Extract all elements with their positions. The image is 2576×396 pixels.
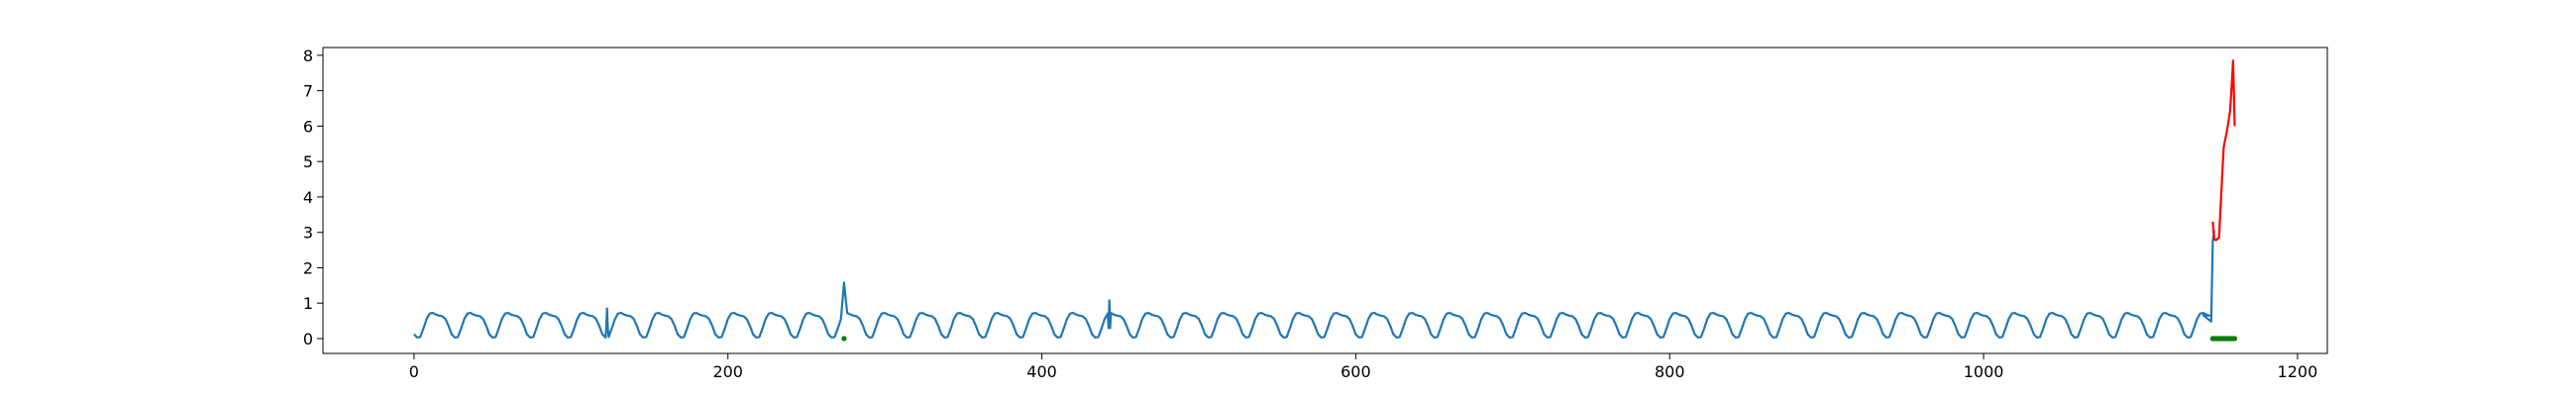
series-2-point-0 bbox=[841, 336, 847, 342]
x-tick-label-600: 600 bbox=[1341, 362, 1371, 381]
y-tick-label-6: 6 bbox=[303, 117, 313, 136]
axes: 0 200 400 600 800 1000 1200 0 1 2 3 4 5 6 7 8 bbox=[303, 47, 2328, 381]
series-1-line bbox=[2211, 59, 2236, 242]
x-tick-label-1200: 1200 bbox=[2278, 362, 2318, 381]
series-0-line bbox=[413, 230, 2215, 339]
series-group bbox=[413, 59, 2238, 342]
y-tick-label-7: 7 bbox=[303, 82, 313, 101]
axes-frame bbox=[322, 47, 2328, 354]
plot-area bbox=[413, 59, 2238, 342]
y-tick-label-4: 4 bbox=[303, 188, 313, 207]
x-tick-label-400: 400 bbox=[1026, 362, 1057, 381]
y-tick-label-0: 0 bbox=[303, 330, 313, 348]
x-tick-label-0: 0 bbox=[409, 362, 419, 381]
x-tick-label-1000: 1000 bbox=[1964, 362, 2004, 381]
y-tick-label-5: 5 bbox=[303, 152, 313, 171]
x-tick-label-800: 800 bbox=[1655, 362, 1685, 381]
y-tick-label-1: 1 bbox=[303, 294, 313, 313]
x-tick-label-200: 200 bbox=[712, 362, 743, 381]
series-2-point-15 bbox=[2231, 336, 2238, 342]
y-tick-label-8: 8 bbox=[303, 47, 313, 65]
y-tick-label-3: 3 bbox=[303, 224, 313, 243]
y-tick-label-2: 2 bbox=[303, 258, 313, 277]
